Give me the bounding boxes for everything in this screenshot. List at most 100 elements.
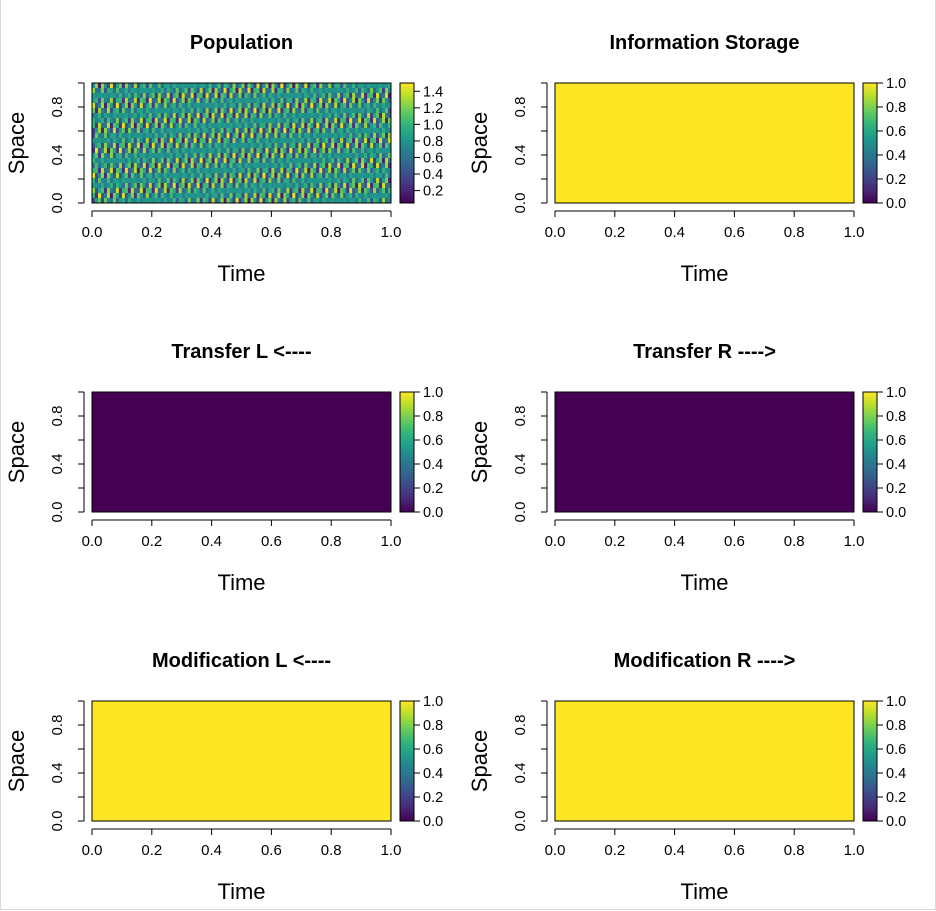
heatmap-cell bbox=[319, 138, 323, 144]
heatmap-cell bbox=[280, 103, 284, 109]
heatmap-cell bbox=[292, 93, 296, 99]
heatmap-cell bbox=[307, 168, 311, 174]
heatmap-cell bbox=[346, 183, 350, 189]
heatmap-cell bbox=[163, 198, 168, 204]
heatmap-cell bbox=[247, 83, 251, 89]
colorbar-tick-label: 0.4 bbox=[886, 148, 906, 164]
heatmap-cell bbox=[115, 138, 120, 144]
heatmap-cell bbox=[319, 188, 323, 194]
heatmap-cell bbox=[364, 193, 368, 199]
heatmap-cell bbox=[226, 153, 230, 159]
heatmap-cell bbox=[184, 193, 189, 199]
heatmap-cell bbox=[313, 133, 317, 139]
heatmap-cell bbox=[202, 93, 207, 99]
heatmap-cell bbox=[226, 138, 230, 144]
heatmap-cell bbox=[310, 98, 314, 104]
heatmap-cell bbox=[361, 148, 365, 154]
heatmap-cell bbox=[325, 103, 329, 109]
heatmap-cell bbox=[232, 83, 236, 89]
heatmap-cell bbox=[310, 173, 314, 179]
heatmap-cell bbox=[199, 158, 204, 164]
heatmap-cell bbox=[274, 123, 278, 129]
heatmap-cell bbox=[337, 108, 341, 114]
heatmap-cell bbox=[190, 108, 195, 114]
heatmap-cell bbox=[319, 103, 323, 109]
heatmap-cell bbox=[154, 123, 159, 129]
heatmap-cell bbox=[322, 108, 326, 114]
heatmap-cell bbox=[241, 98, 245, 104]
heatmap-cell bbox=[172, 158, 177, 164]
heatmap-cell bbox=[148, 148, 153, 154]
heatmap-cell bbox=[295, 183, 299, 189]
y-tick-label: 0.4 bbox=[512, 763, 529, 784]
heatmap-cell bbox=[310, 153, 314, 159]
heatmap-cell bbox=[103, 83, 108, 89]
heatmap-cell bbox=[352, 188, 356, 194]
heatmap-cell bbox=[217, 153, 221, 159]
heatmap-cell bbox=[187, 108, 192, 114]
heatmap-cell bbox=[355, 108, 359, 114]
heatmap-cell bbox=[92, 198, 96, 204]
heatmap-cell bbox=[364, 148, 368, 154]
heatmap-cell bbox=[244, 138, 248, 144]
heatmap-cell bbox=[151, 183, 156, 189]
heatmap-cell bbox=[199, 83, 204, 89]
heatmap-cell bbox=[235, 178, 239, 184]
heatmap-cell bbox=[340, 83, 344, 89]
heatmap-cell bbox=[187, 133, 192, 139]
heatmap-cell bbox=[352, 123, 356, 129]
heatmap-cell bbox=[349, 148, 353, 154]
heatmap-cell bbox=[211, 123, 215, 129]
heatmap-cell bbox=[325, 193, 329, 199]
heatmap-cell bbox=[217, 173, 221, 179]
heatmap-cell bbox=[307, 173, 311, 179]
heatmap-cell bbox=[112, 168, 117, 174]
heatmap-cell bbox=[247, 168, 251, 174]
heatmap-cell bbox=[175, 138, 180, 144]
heatmap-cell bbox=[148, 88, 153, 94]
heatmap-cell bbox=[349, 178, 353, 184]
heatmap-cell bbox=[349, 113, 353, 119]
heatmap-cell bbox=[166, 88, 171, 94]
heatmap-cell bbox=[340, 158, 344, 164]
heatmap-cell bbox=[187, 173, 192, 179]
heatmap-cell bbox=[100, 173, 105, 179]
heatmap-cell bbox=[238, 103, 242, 109]
heatmap-cell bbox=[367, 193, 371, 199]
heatmap-cell bbox=[292, 118, 296, 124]
heatmap-cell bbox=[283, 188, 287, 194]
heatmap-cell bbox=[259, 148, 263, 154]
heatmap-cell bbox=[178, 148, 183, 154]
heatmap-cell bbox=[229, 158, 233, 164]
heatmap-cell bbox=[313, 128, 317, 134]
heatmap-cell bbox=[298, 128, 302, 134]
heatmap-cell bbox=[334, 98, 338, 104]
heatmap-cell bbox=[172, 183, 177, 189]
heatmap-cell bbox=[358, 188, 362, 194]
heatmap-cell bbox=[109, 193, 114, 199]
heatmap-cell bbox=[340, 123, 344, 129]
heatmap-cell bbox=[376, 173, 380, 179]
heatmap-cell bbox=[178, 108, 183, 114]
heatmap-cell bbox=[376, 118, 380, 124]
heatmap-cell bbox=[286, 198, 290, 204]
heatmap-cell bbox=[92, 133, 96, 139]
heatmap-cell bbox=[205, 178, 210, 184]
heatmap-cell bbox=[178, 198, 183, 204]
heatmap-cell bbox=[355, 113, 359, 119]
heatmap-cell bbox=[142, 83, 147, 89]
colorbar-tick-label: 1.0 bbox=[423, 385, 443, 401]
heatmap-cell bbox=[358, 93, 362, 99]
heatmap-cell bbox=[190, 168, 195, 174]
heatmap-cell bbox=[256, 108, 260, 114]
heatmap-cell bbox=[223, 123, 227, 129]
heatmap-cell bbox=[97, 148, 102, 154]
heatmap-cell bbox=[133, 88, 138, 94]
heatmap-cell bbox=[229, 168, 233, 174]
heatmap-cell bbox=[178, 118, 183, 124]
heatmap-cell bbox=[106, 128, 111, 134]
heatmap-cell bbox=[97, 93, 102, 99]
heatmap-cell bbox=[259, 103, 263, 109]
heatmap-cell bbox=[319, 143, 323, 149]
heatmap-cell bbox=[103, 198, 108, 204]
